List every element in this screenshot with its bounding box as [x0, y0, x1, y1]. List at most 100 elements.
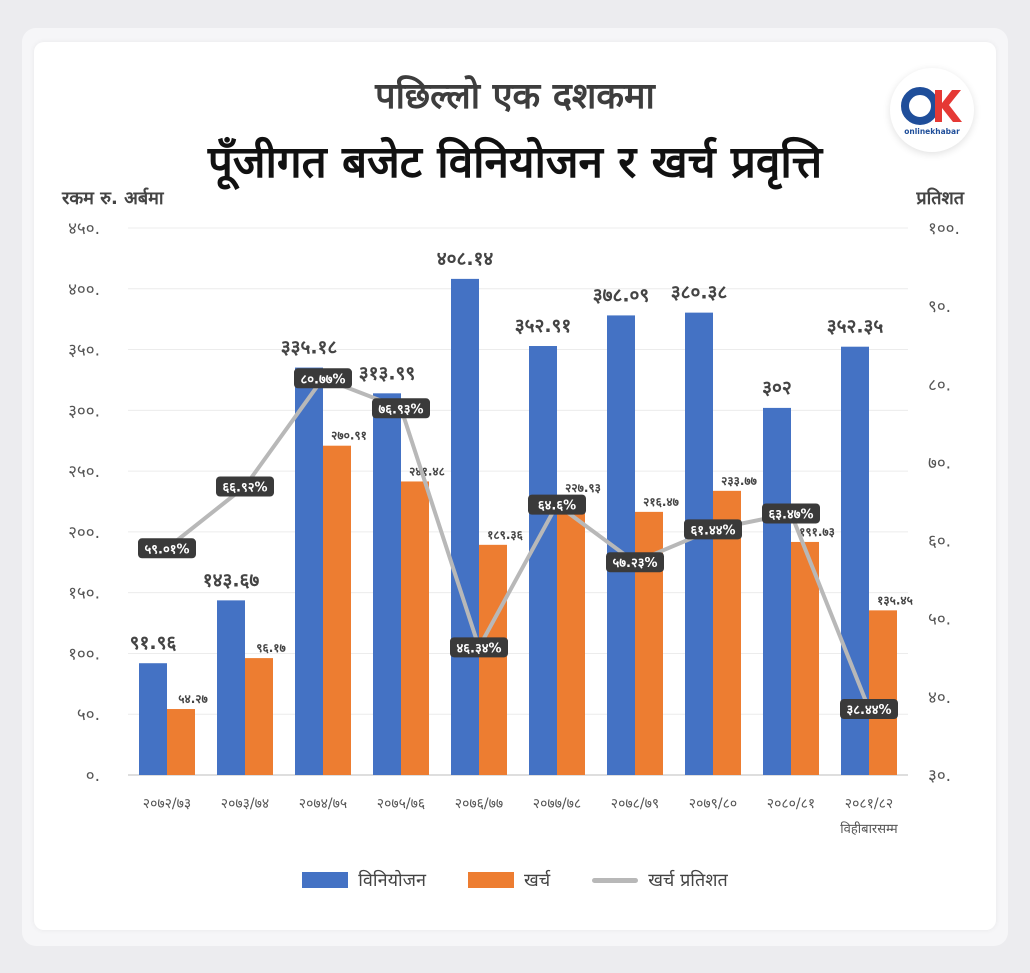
bar-allocation — [763, 407, 791, 775]
bar-label-expense: ५४.२७ — [178, 692, 208, 706]
bar-label-expense: २३३.७७ — [721, 474, 758, 488]
bar-label-allocation: ३७८.०९ — [593, 284, 650, 306]
bar-expense — [479, 544, 507, 775]
left-tick-label: ३००. — [68, 401, 100, 421]
bar-allocation — [217, 600, 245, 775]
left-tick-label: ४००. — [68, 280, 100, 300]
legend-swatch-allocation — [302, 872, 349, 888]
x-tick-note: विहीबारसम्म — [840, 821, 898, 837]
bar-label-allocation: ३५२.३५ — [827, 316, 884, 338]
x-tick-label: २०७६/७७ — [455, 796, 503, 812]
x-tick-label: २०८१/८२ — [845, 796, 893, 812]
ok-logo-icon: onlinekhabar — [901, 87, 962, 136]
bar-label-expense: २७०.९१ — [331, 429, 367, 443]
right-tick-label: ९०. — [928, 297, 951, 317]
left-tick-label: ५०. — [77, 705, 100, 725]
bar-allocation — [529, 346, 557, 775]
percent-label-bg — [606, 552, 664, 573]
legend-swatch-percent — [592, 877, 639, 883]
x-tick-label: २०८०/८१ — [767, 796, 815, 812]
percent-label: ८०.७७% — [300, 372, 345, 387]
bar-allocation — [295, 367, 323, 775]
percent-line — [165, 376, 871, 710]
bar-allocation — [139, 663, 167, 775]
x-tick-label: २०७३/७४ — [221, 796, 269, 812]
bar-allocation — [685, 312, 713, 775]
percent-label-bg — [762, 503, 820, 524]
onlinekhabar-logo[interactable]: onlinekhabar — [890, 68, 974, 152]
bar-expense — [167, 709, 195, 775]
bar-allocation — [373, 393, 401, 775]
legend-label-expense: खर्च — [524, 870, 551, 891]
left-tick-label: ०. — [86, 766, 100, 786]
bar-label-allocation: १४३.६७ — [203, 569, 260, 591]
right-tick-label: ८०. — [928, 375, 951, 395]
bar-label-allocation: ३५२.९१ — [515, 315, 572, 337]
right-tick-label: ६०. — [928, 532, 951, 552]
chart-panel — [34, 42, 996, 930]
left-tick-label: २००. — [68, 523, 100, 543]
bar-label-allocation: ३१३.९९ — [359, 362, 416, 384]
bar-label-allocation: ३०२ — [762, 377, 792, 399]
bar-label-expense: २२७.९३ — [565, 481, 601, 495]
x-tick-label: २०७७/७८ — [533, 796, 581, 812]
bar-label-allocation: ४०८.१४ — [437, 248, 494, 270]
x-tick-label: २०७५/७६ — [377, 796, 425, 812]
percent-label: ६४.६% — [538, 499, 576, 514]
percent-label-bg — [294, 368, 352, 389]
percent-label-bg — [840, 699, 898, 720]
percent-label: ७६.९३% — [378, 402, 423, 417]
bar-label-expense: १९१.७३ — [799, 525, 835, 539]
percent-label: ४६.३४% — [456, 641, 501, 656]
chart-title: पूँजीगत बजेट विनियोजन र खर्च प्रवृत्ति — [207, 137, 823, 188]
right-tick-label: ५०. — [928, 610, 951, 630]
bar-allocation — [451, 278, 479, 775]
legend-item-allocation: विनियोजन — [302, 868, 426, 892]
percent-label: ६१.४४% — [690, 523, 735, 538]
right-tick-label: ७०. — [928, 453, 951, 473]
percent-label: ६६.९२% — [222, 480, 267, 495]
percent-label: ६३.४७% — [768, 507, 813, 522]
legend-swatch-expense — [468, 872, 515, 888]
percent-label-bg — [138, 538, 196, 559]
bar-expense — [245, 658, 273, 775]
percent-label: ५९.०१% — [144, 542, 189, 557]
bar-expense — [401, 481, 429, 775]
bar-expense — [791, 541, 819, 775]
bar-expense — [869, 610, 897, 775]
bar-label-allocation: ९१.९६ — [130, 632, 177, 654]
bar-label-expense: २१६.४७ — [643, 495, 680, 509]
legend-item-percent: खर्च प्रतिशत — [592, 868, 728, 892]
chart-legend: विनियोजन खर्च खर्च प्रतिशत — [0, 868, 1030, 892]
bar-label-expense: १८९.३६ — [487, 528, 524, 542]
bar-label-expense: १३५.४५ — [877, 593, 913, 607]
bar-label-expense: ९६.१७ — [256, 641, 286, 655]
chart-subtitle: पछिल्लो एक दशकमा — [375, 76, 655, 117]
left-axis-unit: रकम रु. अर्बमा — [62, 188, 164, 209]
percent-label-bg — [684, 519, 742, 540]
right-tick-label: ४०. — [928, 688, 951, 708]
bar-expense — [557, 497, 585, 775]
percent-label-bg — [450, 637, 508, 658]
left-tick-label: २५०. — [68, 462, 100, 482]
x-tick-label: २०७९/८० — [689, 796, 737, 812]
percent-label-bg — [372, 398, 430, 419]
legend-label-allocation: विनियोजन — [358, 870, 427, 891]
x-tick-label: २०७२/७३ — [143, 796, 191, 812]
bar-label-allocation: ३८०.३८ — [671, 282, 728, 304]
percent-label-bg — [216, 476, 274, 497]
left-tick-label: १००. — [68, 644, 100, 664]
x-tick-label: २०७४/७५ — [299, 796, 347, 812]
right-tick-label: ३०. — [928, 766, 951, 786]
percent-label: ५७.२३% — [612, 556, 657, 571]
left-tick-label: १५०. — [68, 584, 100, 604]
legend-item-expense: खर्च — [468, 868, 550, 892]
left-tick-label: ३५०. — [68, 341, 100, 361]
x-tick-label: २०७८/७९ — [611, 796, 659, 812]
percent-label-bg — [528, 494, 586, 515]
legend-label-percent: खर्च प्रतिशत — [648, 870, 728, 891]
right-tick-label: १००. — [928, 219, 960, 239]
left-tick-label: ४५०. — [68, 219, 100, 239]
bar-label-expense: २४१.४८ — [409, 464, 445, 478]
